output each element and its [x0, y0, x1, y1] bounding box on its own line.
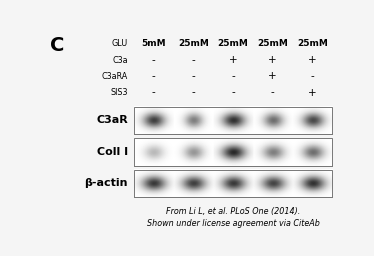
Text: +: +	[308, 55, 317, 65]
Text: From Li L, et al. PLoS One (2014).: From Li L, et al. PLoS One (2014).	[166, 207, 300, 216]
FancyBboxPatch shape	[134, 170, 332, 197]
Text: -: -	[191, 71, 195, 81]
Text: -: -	[152, 88, 156, 98]
FancyBboxPatch shape	[134, 138, 332, 166]
Text: Shown under license agreement via CiteAb: Shown under license agreement via CiteAb	[147, 219, 319, 228]
Text: +: +	[269, 71, 277, 81]
Text: 5mM: 5mM	[141, 39, 166, 48]
Text: Coll I: Coll I	[97, 147, 128, 157]
Text: -: -	[231, 88, 235, 98]
Text: β-actin: β-actin	[85, 178, 128, 188]
Text: -: -	[231, 71, 235, 81]
Text: C3aR: C3aR	[96, 115, 128, 125]
Text: 25mM: 25mM	[218, 39, 248, 48]
Text: -: -	[191, 55, 195, 65]
Text: +: +	[308, 88, 317, 98]
Text: -: -	[191, 88, 195, 98]
Text: C: C	[50, 36, 64, 55]
Text: -: -	[152, 55, 156, 65]
Text: C3aRA: C3aRA	[102, 72, 128, 81]
Text: +: +	[229, 55, 237, 65]
Text: -: -	[152, 71, 156, 81]
Text: SIS3: SIS3	[110, 88, 128, 97]
Text: 25mM: 25mM	[257, 39, 288, 48]
Text: C3a: C3a	[112, 56, 128, 65]
Text: -: -	[310, 71, 314, 81]
FancyBboxPatch shape	[134, 106, 332, 134]
Text: -: -	[271, 88, 275, 98]
Text: GLU: GLU	[112, 39, 128, 48]
Text: 25mM: 25mM	[178, 39, 209, 48]
Text: 25mM: 25mM	[297, 39, 328, 48]
Text: +: +	[269, 55, 277, 65]
